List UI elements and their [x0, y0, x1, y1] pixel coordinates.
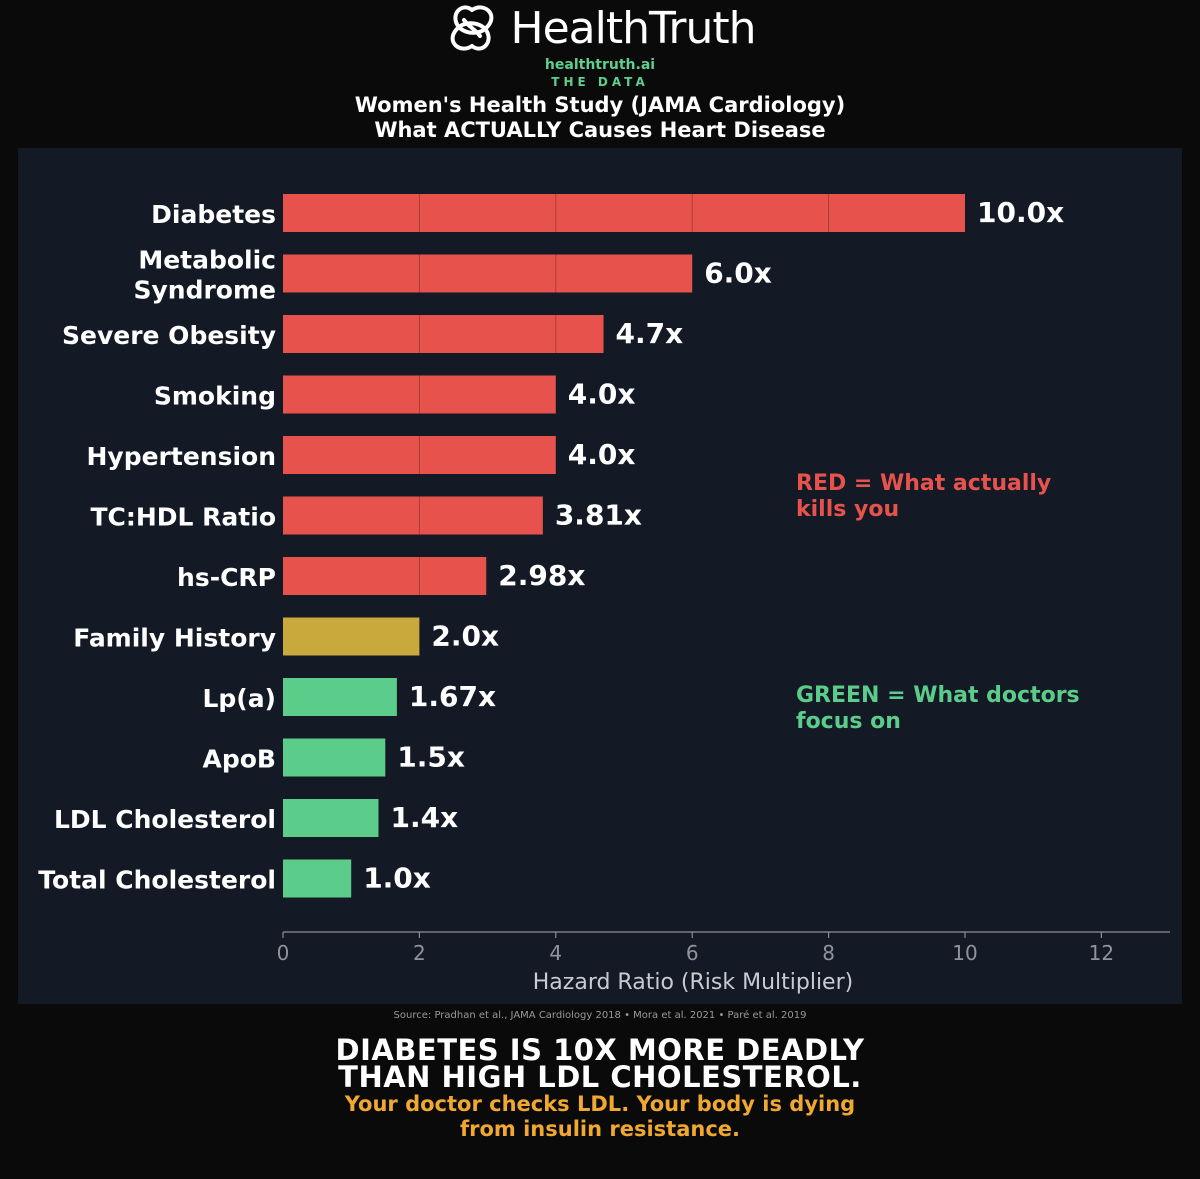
category-label: hs-CRP [177, 563, 276, 592]
bar-5 [283, 496, 543, 535]
x-tick-label: 2 [413, 941, 426, 965]
x-tick-label: 12 [1089, 941, 1114, 965]
bar-2 [283, 315, 604, 353]
category-label: Syndrome [133, 276, 276, 305]
subheadline-line2: from insulin resistance. [460, 1117, 740, 1141]
bar-7 [283, 617, 420, 656]
x-tick-label: 6 [686, 941, 699, 965]
x-tick-label: 4 [549, 941, 562, 965]
legend-red-line2: kills you [796, 497, 899, 522]
category-label: LDL Cholesterol [54, 805, 276, 834]
tagline: THE DATA [551, 75, 649, 89]
bar-6 [283, 557, 487, 595]
x-axis-title: Hazard Ratio (Risk Multiplier) [533, 970, 853, 995]
headline-line2: THAN HIGH LDL CHOLESTEROL. [338, 1060, 862, 1094]
site-url[interactable]: healthtruth.ai [544, 57, 656, 73]
bar-4 [283, 436, 556, 474]
category-label: Family History [73, 624, 276, 653]
bar-9 [283, 738, 386, 777]
chart-title-line2: What ACTUALLY Causes Heart Disease [374, 118, 826, 142]
legend-red-line1: RED = What actually [796, 471, 1051, 496]
category-label: Metabolic [138, 246, 276, 275]
x-tick-label: 8 [822, 941, 835, 965]
category-label: Severe Obesity [62, 321, 276, 350]
x-tick-label: 0 [277, 941, 290, 965]
data-label: 6.0x [704, 257, 772, 290]
x-tick-label: 10 [952, 941, 977, 965]
category-label: Total Cholesterol [38, 866, 276, 895]
brand: HealthTruth [0, 0, 1200, 56]
data-label: 4.0x [568, 378, 636, 411]
data-label: 2.0x [431, 620, 499, 653]
bar-0 [283, 194, 965, 232]
brand-name: HealthTruth [510, 2, 756, 54]
data-label: 2.98x [498, 559, 585, 592]
bar-11 [283, 859, 352, 898]
chart-title-line1: Women's Health Study (JAMA Cardiology) [354, 93, 846, 117]
category-label: TC:HDL Ratio [90, 503, 276, 532]
data-label: 4.7x [616, 317, 684, 350]
category-label: Hypertension [86, 442, 276, 471]
chart-panel: 10.0x Diabetes 6.0x Metabolic Syndrome 4.7x Se… [18, 148, 1182, 1004]
category-label: ApoB [203, 745, 276, 774]
category-label: Diabetes [151, 200, 276, 229]
data-label: 3.81x [555, 499, 642, 532]
data-label: 1.5x [397, 741, 465, 774]
data-label: 1.4x [390, 801, 458, 834]
bar-8 [283, 678, 397, 716]
bar-3 [283, 375, 556, 414]
data-label: 10.0x [977, 196, 1064, 229]
legend-green-line1: GREEN = What doctors [796, 683, 1080, 708]
data-label: 4.0x [568, 438, 636, 471]
legend-green-line2: focus on [796, 709, 901, 734]
data-label: 1.67x [409, 680, 496, 713]
headline-line1: DIABETES IS 10X MORE DEADLY [335, 1033, 865, 1067]
knot-logo-icon [451, 5, 494, 51]
source-note: Source: Pradhan et al., JAMA Cardiology … [393, 1010, 807, 1021]
bar-1 [283, 254, 693, 293]
category-label: Smoking [154, 382, 276, 411]
bar-10 [283, 799, 379, 837]
data-label: 1.0x [363, 862, 431, 895]
subheadline-line1: Your doctor checks LDL. Your body is dyi… [344, 1092, 856, 1116]
category-label: Lp(a) [202, 684, 276, 713]
